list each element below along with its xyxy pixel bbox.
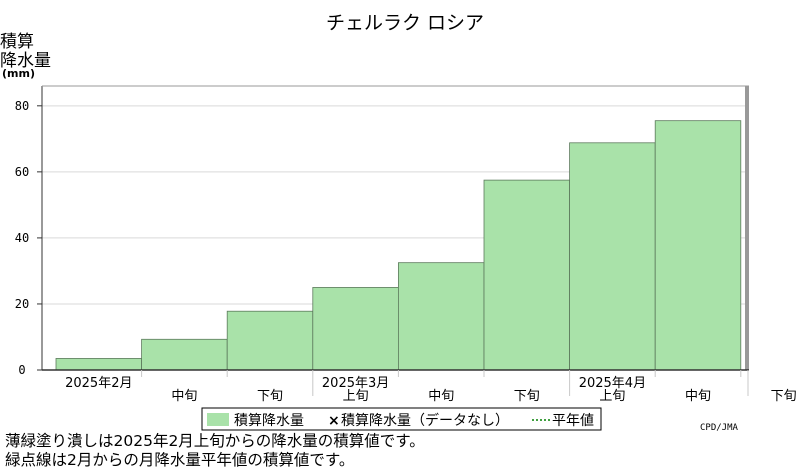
- bar-2月下旬: [226, 310, 314, 371]
- y-axis-unit: (mm): [2, 67, 35, 80]
- x-label-4月中旬: 中旬: [685, 389, 711, 404]
- footnote-1: 薄緑塗り潰しは2025年2月上旬からの降水量の積算値です。: [5, 432, 425, 450]
- x-label-2月下旬: 下旬: [257, 389, 283, 404]
- y-axis-label-line-2: 降水量: [0, 51, 51, 71]
- bar-3月中旬: [397, 262, 485, 371]
- bar-3月下旬: [483, 179, 570, 371]
- credit-text: CPD/JMA: [700, 423, 739, 433]
- legend-swatch-bars: [207, 413, 229, 426]
- y-tick-label-60: 60: [15, 165, 29, 179]
- chart-title: チェルラク ロシア: [326, 12, 484, 34]
- bar-3月上旬: [312, 287, 399, 371]
- y-ticks: 0 20 40 60 80: [15, 99, 42, 377]
- y-tick-label-0: 0: [18, 363, 25, 377]
- y-tick-label-40: 40: [15, 231, 29, 245]
- y-tick-label-20: 20: [15, 297, 29, 311]
- right-frame-edge: [745, 86, 749, 370]
- month-label-2025年3月: 2025年3月: [322, 376, 389, 391]
- legend-label-nodata: 積算降水量（データなし）: [341, 412, 509, 429]
- bar-2月上旬: [55, 358, 142, 371]
- legend-label-bars: 積算降水量: [234, 413, 304, 429]
- bars: [55, 120, 742, 371]
- x-label-3月中旬: 中旬: [428, 389, 454, 404]
- x-label-4月下旬: 下旬: [771, 389, 797, 404]
- footnote-2: 緑点線は2月からの月降水量平年値の積算値です。: [5, 451, 355, 469]
- x-label-3月下旬: 下旬: [514, 389, 540, 404]
- bar-2月中旬: [141, 338, 228, 371]
- x-label-2月中旬: 中旬: [171, 389, 197, 404]
- bar-4月中旬: [654, 120, 742, 371]
- legend-label-normal: 平年値: [552, 413, 594, 429]
- month-label-2025年4月: 2025年4月: [579, 376, 646, 391]
- y-axis-label-line-1: 積算: [0, 32, 34, 52]
- legend-box: [201, 407, 602, 431]
- x-label-4月上旬: 上旬: [599, 389, 625, 404]
- bar-4月上旬: [569, 142, 656, 371]
- legend: 積算降水量 × 積算降水量（データなし） 平年値: [201, 407, 602, 431]
- legend-x-marker: ×: [328, 413, 340, 429]
- month-label-2025年2月: 2025年2月: [65, 376, 132, 391]
- x-ticks: 中旬 下旬 上旬 中旬 下旬 上旬 中旬 下旬 2025年2月 2025年3月 2025年4月: [65, 370, 797, 404]
- y-tick-label-80: 80: [15, 99, 29, 113]
- x-label-3月上旬: 上旬: [343, 389, 369, 404]
